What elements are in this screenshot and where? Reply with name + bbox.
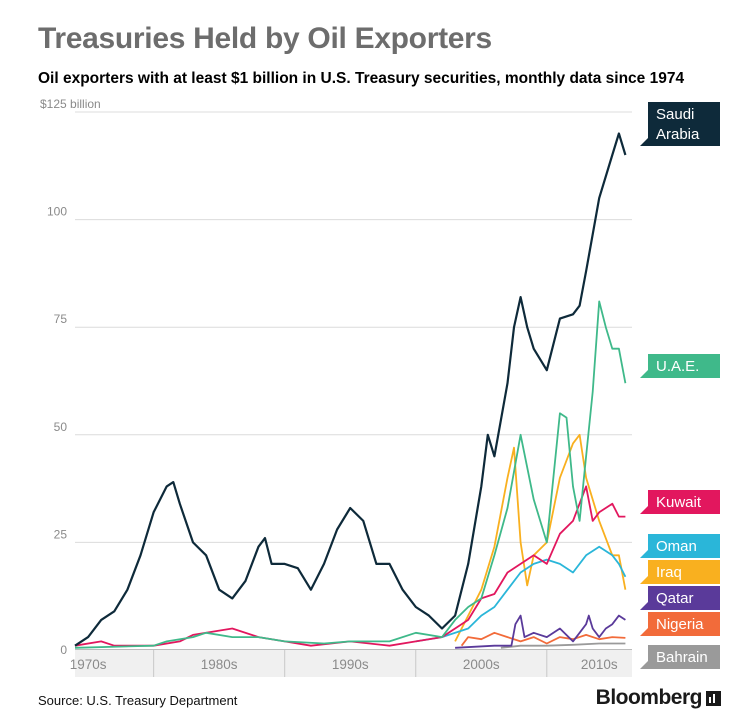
label-tag-nigeria (648, 612, 720, 636)
series-line-saudi-arabia (74, 132, 627, 647)
y-tick-label-2: 50 (54, 420, 68, 434)
x-tick-label-2: 1990s (332, 657, 369, 672)
x-tick-label-1: 1980s (201, 657, 238, 672)
series-line-oman (415, 545, 627, 643)
label-tag-saudi-arabia (648, 102, 720, 146)
label-pointer-oman (640, 550, 648, 558)
series-label-saudi-arabia-1: Arabia (656, 126, 700, 143)
series-label-u-a-e-: U.A.E. (656, 358, 699, 375)
y-tick-label-4: 100 (47, 205, 67, 219)
label-pointer-kuwait (640, 506, 648, 514)
x-tick-label-0: 1970s (70, 657, 107, 672)
label-pointer-qatar (640, 602, 648, 610)
y-tick-label-3: 75 (54, 312, 68, 326)
label-pointer-u-a-e- (640, 370, 648, 378)
y-tick-label-1: 25 (54, 527, 68, 541)
series-label-qatar: Qatar (656, 590, 694, 607)
label-tag-u-a-e- (648, 354, 720, 378)
label-pointer-iraq (640, 576, 648, 584)
series-label-bahrain: Bahrain (656, 649, 708, 666)
series-line-qatar (455, 614, 626, 649)
x-axis-band (75, 650, 632, 677)
brand-name: Bloomberg (595, 686, 703, 709)
label-tag-iraq (648, 560, 720, 584)
series-line-kuwait (74, 485, 626, 647)
y-tick-label-0: 0 (60, 643, 67, 657)
x-tick-label-4: 2010s (581, 657, 618, 672)
label-pointer-bahrain (640, 661, 648, 669)
y-tick-label-5: $125 billion (40, 97, 101, 111)
series-label-iraq: Iraq (656, 564, 682, 581)
label-tag-kuwait (648, 490, 720, 514)
brand-logo: Bloomberg (596, 686, 721, 710)
bloomberg-icon (706, 690, 721, 706)
series-line-iraq (454, 433, 627, 642)
source-note: Source: U.S. Treasury Department (38, 693, 238, 708)
series-label-kuwait: Kuwait (656, 494, 702, 511)
series-line-bahrain (500, 642, 626, 649)
label-pointer-saudi-arabia (640, 138, 648, 146)
label-tag-bahrain (648, 645, 720, 669)
chart-title: Treasuries Held by Oil Exporters (38, 22, 492, 55)
label-tag-oman (648, 534, 720, 558)
series-line-nigeria (460, 631, 626, 647)
series-label-oman: Oman (656, 538, 697, 555)
label-tag-qatar (648, 586, 720, 610)
series-label-saudi-arabia-0: Saudi (656, 106, 694, 123)
series-label-nigeria: Nigeria (656, 616, 704, 633)
series-line-u-a-e- (74, 300, 627, 649)
label-pointer-nigeria (640, 628, 648, 636)
chart-subtitle: Oil exporters with at least $1 billion i… (38, 70, 685, 87)
x-tick-label-3: 2000s (463, 657, 500, 672)
